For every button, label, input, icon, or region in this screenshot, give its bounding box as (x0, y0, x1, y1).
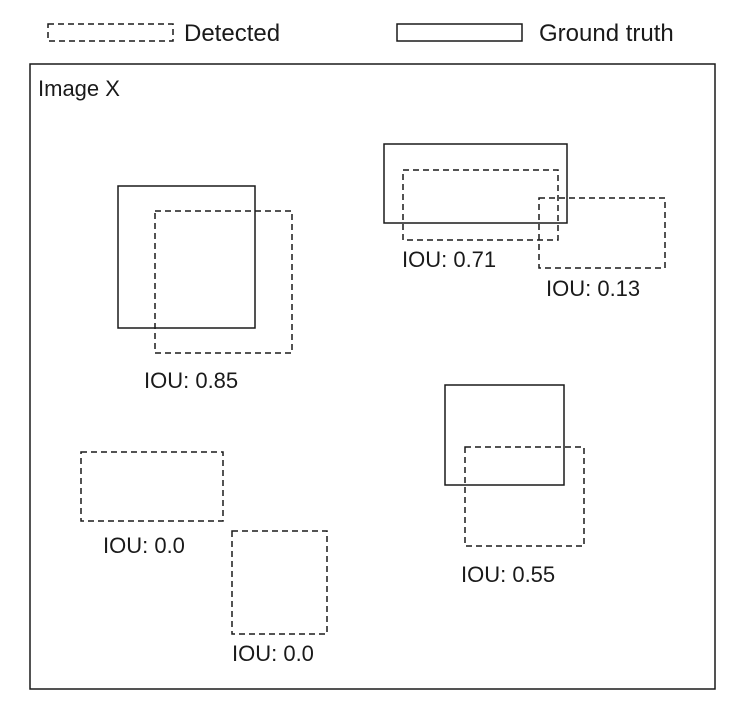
legend-ground-truth-swatch (396, 23, 523, 42)
example-iou-085: IOU: 0.85 (117, 185, 293, 393)
iou-label: IOU: 0.0 (232, 641, 314, 666)
example-iou-00-a: IOU: 0.0 (80, 451, 224, 558)
iou-label: IOU: 0.55 (461, 562, 555, 587)
example-iou-071: IOU: 0.71 (383, 143, 568, 272)
image-frame: Image X (29, 63, 716, 690)
example-iou-013: IOU: 0.13 (538, 197, 666, 301)
detected-box (231, 530, 328, 635)
iou-label: IOU: 0.85 (144, 368, 238, 393)
detected-box (402, 169, 559, 241)
ground-truth-box (117, 185, 256, 329)
detected-box (154, 210, 293, 354)
detected-box (538, 197, 666, 269)
detected-box (464, 446, 585, 547)
legend-detected-swatch (47, 23, 174, 42)
iou-label: IOU: 0.0 (103, 533, 185, 558)
legend-detected-label: Detected (184, 20, 280, 47)
legend: Detected Ground truth (47, 20, 674, 47)
example-iou-00-b: IOU: 0.0 (231, 530, 328, 666)
iou-label: IOU: 0.13 (546, 276, 640, 301)
image-frame-border (29, 63, 716, 690)
example-iou-055: IOU: 0.55 (444, 384, 585, 587)
ground-truth-box (383, 143, 568, 224)
detected-box (80, 451, 224, 522)
ground-truth-box (444, 384, 565, 486)
image-title: Image X (38, 76, 120, 101)
iou-label: IOU: 0.71 (402, 247, 496, 272)
legend-ground-truth-label: Ground truth (539, 20, 674, 47)
